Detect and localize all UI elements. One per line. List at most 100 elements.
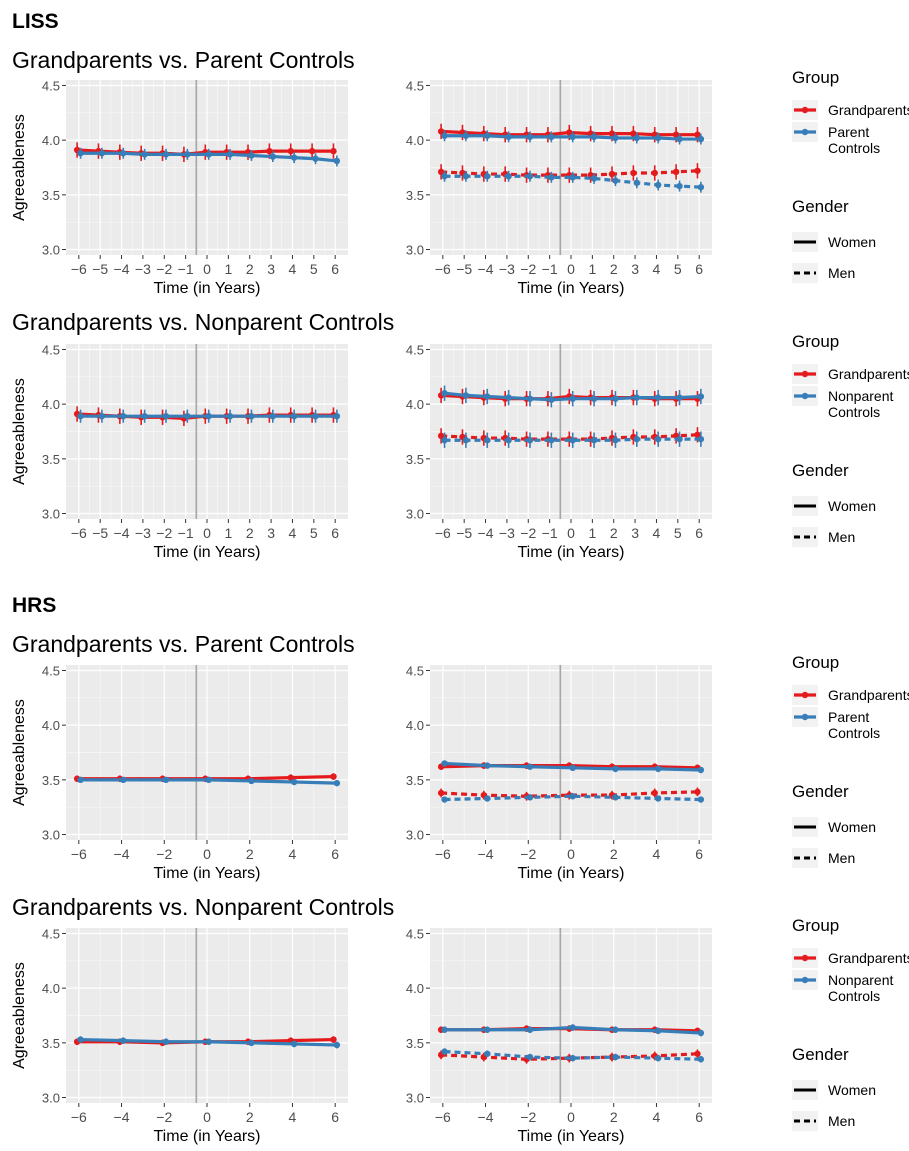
data-point: [630, 130, 637, 137]
data-point: [548, 174, 555, 181]
x-tick-label: 3: [267, 261, 275, 277]
data-point: [333, 412, 341, 420]
chart-panel: 3.0 3.5 4.0 4.5 −6 −5 −4 −3 −2 −1 0 1 2 3 4 5 6 Time (in …: [11, 342, 348, 561]
x-tick-label: 6: [695, 1109, 703, 1125]
data-point: [120, 412, 127, 420]
data-point: [290, 778, 298, 786]
data-point: [612, 1053, 619, 1061]
x-axis-label: Time (in Years): [518, 865, 625, 882]
x-tick-label: 4: [653, 525, 661, 541]
data-point: [441, 132, 448, 139]
data-point: [205, 412, 212, 420]
legend-point: [801, 713, 809, 721]
legend-label: Nonparent: [828, 388, 893, 404]
row-title: Grandparents vs. Nonparent Controls: [12, 894, 394, 920]
y-tick-label: 3.5: [406, 188, 424, 203]
data-point: [654, 1054, 662, 1062]
data-point: [205, 776, 212, 784]
data-point: [77, 412, 84, 420]
data-point: [569, 174, 576, 181]
data-point: [248, 777, 255, 785]
x-tick-label: 2: [610, 1109, 618, 1125]
data-point: [569, 437, 576, 444]
data-point: [612, 395, 619, 402]
y-tick-label: 4.0: [406, 397, 424, 412]
data-point: [612, 765, 619, 773]
y-axis-label: Agreeableness: [11, 114, 28, 221]
x-tick-label: 0: [567, 846, 575, 862]
y-tick-label: 3.0: [406, 243, 424, 258]
x-tick-label: 0: [567, 1109, 575, 1125]
x-tick-label: 5: [310, 261, 318, 277]
x-tick-label: 1: [224, 261, 232, 277]
data-point: [654, 181, 662, 189]
y-tick-label: 4.5: [42, 663, 60, 678]
data-point: [330, 773, 337, 780]
data-point: [505, 173, 512, 180]
x-tick-label: −2: [520, 525, 536, 541]
data-point: [526, 1053, 534, 1061]
y-tick-label: 3.5: [406, 452, 424, 467]
x-tick-label: 4: [653, 1109, 661, 1125]
legend-label: Controls: [828, 140, 880, 156]
data-point: [437, 128, 445, 135]
x-tick-label: 6: [331, 846, 339, 862]
data-point: [651, 789, 658, 797]
legend-title-group: Group: [792, 916, 839, 935]
y-tick-label: 4.0: [42, 718, 60, 733]
y-tick-label: 4.0: [406, 981, 424, 996]
x-tick-label: −3: [499, 525, 515, 541]
x-tick-label: 2: [246, 525, 254, 541]
y-tick-label: 4.0: [42, 397, 60, 412]
data-point: [569, 1024, 576, 1031]
x-tick-label: −1: [542, 261, 558, 277]
x-tick-label: 6: [331, 261, 339, 277]
x-tick-label: 2: [246, 1109, 254, 1125]
x-tick-label: −2: [520, 1109, 536, 1125]
data-point: [590, 395, 598, 402]
x-tick-label: −6: [435, 261, 451, 277]
chart-panel: 3.0 3.5 4.0 4.5 −6 −4 −2 0 2 4 6 Time (in Years): [406, 926, 712, 1145]
x-tick-label: −4: [478, 261, 494, 277]
data-point: [697, 1029, 705, 1037]
data-point: [248, 1039, 255, 1047]
y-tick-label: 3.0: [406, 507, 424, 522]
data-point: [269, 412, 276, 420]
x-tick-label: 2: [610, 261, 618, 277]
legend-point: [801, 954, 809, 962]
chart-panel: 3.0 3.5 4.0 4.5 −6 −4 −2 0 2 4 6 Time (in Years) Agr…: [11, 926, 348, 1145]
x-tick-label: −2: [156, 525, 172, 541]
data-point: [694, 788, 701, 796]
y-tick-label: 3.0: [42, 243, 60, 258]
legend-point: [801, 370, 809, 378]
data-point: [484, 1026, 491, 1033]
legend-title-gender: Gender: [792, 461, 849, 480]
data-point: [269, 153, 276, 160]
data-point: [697, 435, 705, 443]
x-tick-label: −3: [135, 261, 151, 277]
x-tick-label: 2: [246, 846, 254, 862]
y-tick-label: 4.5: [406, 342, 424, 357]
data-point: [633, 179, 640, 187]
x-tick-label: −4: [114, 525, 130, 541]
data-point: [566, 129, 573, 136]
data-point: [226, 151, 234, 158]
data-point: [608, 170, 616, 178]
row-title: Grandparents vs. Parent Controls: [12, 631, 355, 657]
data-point: [697, 183, 705, 191]
data-point: [290, 412, 298, 420]
y-tick-label: 4.5: [42, 926, 60, 941]
x-tick-label: 3: [267, 525, 275, 541]
x-tick-label: 4: [289, 525, 297, 541]
data-point: [484, 393, 491, 400]
data-point: [608, 130, 616, 137]
data-point: [697, 135, 705, 143]
x-tick-label: 2: [610, 846, 618, 862]
x-tick-label: 0: [203, 846, 211, 862]
x-tick-label: −2: [520, 846, 536, 862]
data-point: [697, 393, 705, 400]
legend-point: [801, 976, 809, 984]
